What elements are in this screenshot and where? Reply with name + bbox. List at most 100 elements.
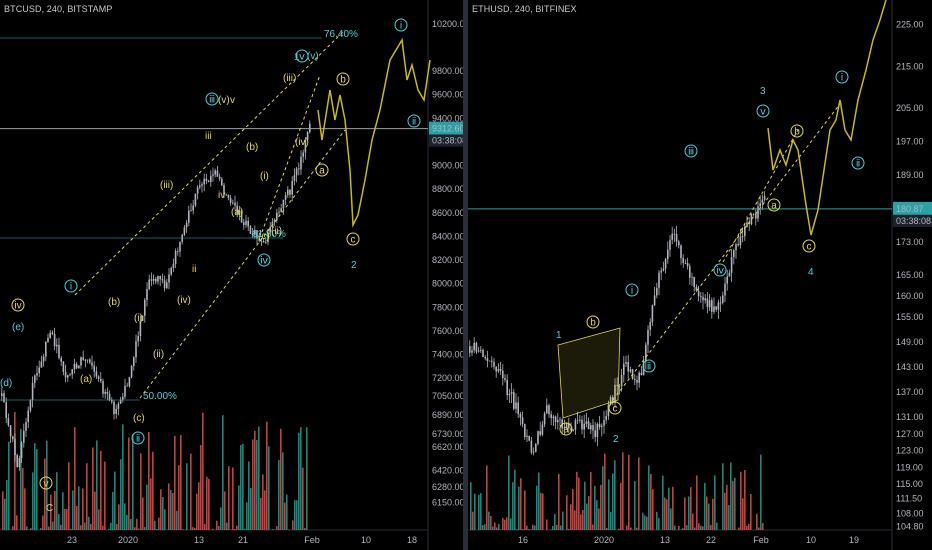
volume-bar [732, 480, 734, 530]
candle-body [706, 298, 709, 308]
volume-bar [78, 486, 80, 530]
wave-sublabel: (e) [12, 322, 24, 333]
eth-chart-svg[interactable]: 225.00 215.00 205.00 197.00 189.00 173.00 165.… [468, 0, 932, 550]
candle-body [546, 405, 548, 414]
volume-bar [490, 516, 492, 530]
volume-bar [292, 520, 294, 530]
candle-body [258, 238, 260, 241]
volume-bar [284, 502, 286, 530]
candle-body [541, 424, 544, 435]
btc-chart-pane[interactable]: BTCUSD, 240, BITSTAMP 10200.00 9800.00 960… [0, 0, 463, 550]
volume-bar [296, 500, 298, 530]
eth-chart-pane[interactable]: ETHUSD, 240, BITFINEX 225.00 215.00 205.00… [468, 0, 932, 550]
volume-bar [530, 529, 532, 530]
volume-bar [730, 462, 732, 530]
volume-bar [690, 487, 692, 530]
candle-body [5, 402, 7, 419]
candle-body [262, 241, 265, 243]
volume-bar [630, 527, 632, 530]
wave-sublabel: (ii) [153, 349, 164, 360]
candle-body [128, 377, 131, 387]
volume-bar [514, 469, 516, 530]
candle-body [724, 283, 726, 296]
volume-bar [54, 490, 56, 530]
candle-body [174, 251, 177, 264]
x-tick-label: 19 [849, 535, 859, 545]
candle-body [163, 280, 166, 289]
volume-bar [66, 509, 68, 530]
y-tick-label: 6150.00 [432, 497, 463, 507]
candle-body [146, 288, 148, 300]
volume-bar [642, 512, 644, 530]
volume-bar [6, 479, 8, 530]
wave-label-a: a [319, 166, 325, 177]
wave-sublabel: (a) [231, 207, 243, 218]
candle-body [161, 279, 164, 281]
candle-body [491, 360, 493, 362]
wave-label-i-ring [625, 283, 639, 297]
volume-bar [32, 472, 34, 530]
price-tag-value: 180.87 [896, 204, 924, 214]
candle-body [715, 306, 717, 310]
volume-bar [610, 511, 612, 530]
volume-bar [176, 510, 178, 530]
volume-bar [180, 434, 182, 530]
volume-bar [762, 522, 764, 530]
candle-body [141, 315, 144, 321]
volume-bar [24, 488, 26, 530]
volume-bar [572, 488, 574, 530]
wave-number-1: 1 [556, 330, 562, 341]
y-tick-label: 160.00 [896, 291, 924, 301]
volume-bar [706, 496, 708, 530]
y-tick-label: 9400.00 [432, 113, 463, 123]
candle-body [212, 174, 214, 176]
candle-body [148, 279, 150, 289]
candle-body [119, 399, 122, 404]
volume-bar [484, 524, 486, 530]
candle-body [552, 416, 555, 419]
volume-bar [510, 518, 512, 530]
candle-body [592, 425, 594, 431]
candle-body [693, 276, 695, 287]
candle-body [38, 367, 40, 374]
volume-bar [22, 467, 24, 530]
wave-sublabel: (i) [134, 313, 143, 324]
volume-bar [304, 528, 306, 530]
candle-body [218, 176, 221, 180]
volume-bar [16, 515, 18, 530]
fib-label: 50.00% [143, 391, 177, 402]
btc-chart-svg[interactable]: 10200.00 9800.00 9600.00 9400.00 9000.00 8800… [0, 0, 463, 550]
volume-bar [498, 524, 500, 530]
volume-bar [588, 496, 590, 530]
candle-body [603, 420, 605, 426]
projection-path [767, 0, 887, 236]
candle-body [106, 391, 109, 394]
candle-body [3, 393, 5, 403]
candle-body [636, 380, 638, 383]
channel-inner [722, 129, 799, 263]
candle-body [251, 233, 254, 235]
candle-body [755, 213, 757, 219]
volume-bar [262, 474, 264, 530]
volume-bar [190, 453, 192, 530]
volume-bar [74, 427, 76, 530]
volume-bar [250, 488, 252, 530]
candle-body [23, 430, 25, 443]
candle-body [711, 300, 713, 312]
candle-body [746, 222, 748, 227]
candle-body [660, 270, 662, 273]
candle-body [570, 428, 572, 431]
candle-body [302, 152, 304, 157]
y-tick-label: 7050.00 [432, 391, 463, 401]
volume-bar [286, 494, 288, 530]
candle-body [515, 402, 517, 409]
candle-body [199, 185, 201, 188]
volume-bar [278, 459, 280, 530]
wave-letter-C: C [46, 503, 53, 514]
candle-body [568, 423, 570, 429]
candle-body [260, 240, 263, 242]
y-tick-label: 8400.00 [432, 231, 463, 241]
fib-label: 61.80% [252, 229, 286, 240]
candle-body [739, 236, 742, 246]
pane-divider[interactable] [463, 0, 468, 550]
